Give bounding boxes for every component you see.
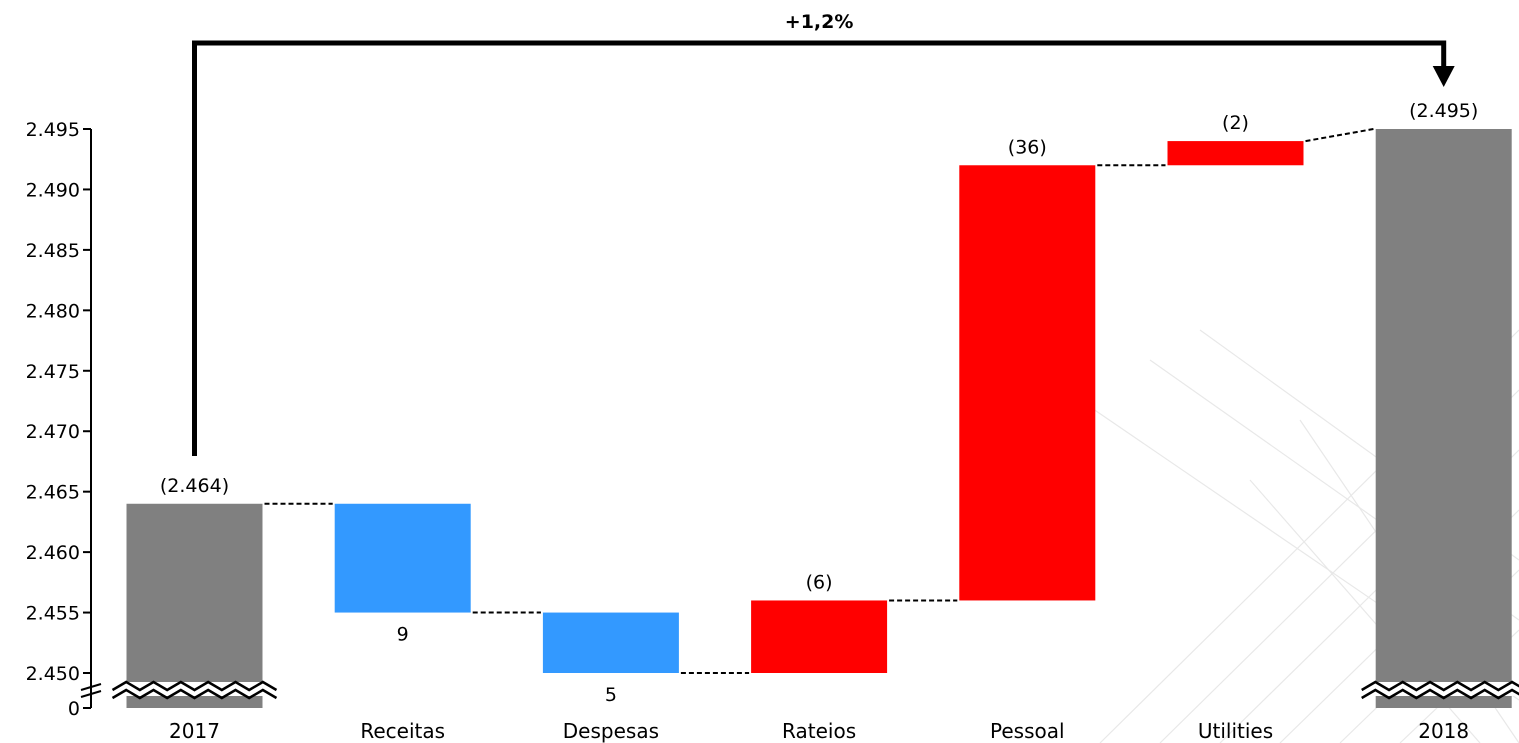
y-tick-label: 2.450: [26, 663, 80, 685]
change-arrowhead: [1432, 66, 1455, 87]
y-tick-label: 0: [68, 698, 80, 720]
y-tick-label: 2.490: [26, 179, 80, 201]
data-label-2018: (2.495): [1409, 100, 1478, 122]
y-tick-label: 2.460: [26, 542, 80, 564]
y-axis: 0 2.450 2.455 2.460 2.465 2.470 2.475 2.480 2.48…: [26, 119, 102, 720]
y-tick-label: 2.465: [26, 482, 80, 504]
data-label-pessoal: (36): [1008, 136, 1047, 158]
axis-break-zigzag: [1361, 688, 1519, 700]
data-label-2017: (2.464): [160, 475, 229, 497]
data-label-utilities: (2): [1222, 112, 1249, 134]
connector-line: [1305, 128, 1374, 143]
x-label-pessoal: Pessoal: [990, 719, 1065, 743]
data-label-receitas: 9: [397, 624, 409, 646]
axis-break-mark: [80, 690, 102, 698]
x-label-receitas: Receitas: [360, 719, 445, 743]
change-annotation: +1,2%: [192, 11, 1455, 456]
data-label-despesas: 5: [605, 684, 617, 706]
bar-receitas: [334, 503, 471, 613]
x-label-2017: 2017: [169, 719, 220, 743]
x-label-2018: 2018: [1418, 719, 1469, 743]
y-tick-label: 2.480: [26, 300, 80, 322]
y-tick-label: 2.455: [26, 603, 80, 625]
y-tick-label: 2.495: [26, 119, 80, 141]
bar-2017: [126, 503, 263, 708]
change-label: +1,2%: [785, 11, 854, 33]
axis-break-mark: [80, 683, 102, 691]
bar-pessoal: [959, 165, 1096, 601]
x-label-rateios: Rateios: [782, 719, 856, 743]
y-tick-label: 2.485: [26, 240, 80, 262]
change-bracket: [192, 40, 1447, 456]
bars-layer: [111, 129, 1519, 708]
axis-break-zigzag: [1361, 680, 1519, 692]
bar-despesas: [542, 612, 679, 673]
data-label-rateios: (6): [806, 571, 833, 593]
y-tick-label: 2.475: [26, 361, 80, 383]
x-label-utilities: Utilities: [1198, 719, 1273, 743]
bar-utilities: [1167, 141, 1304, 166]
x-axis-labels: 2017 Receitas Despesas Rateios Pessoal Utilit…: [169, 719, 1469, 743]
x-label-despesas: Despesas: [563, 719, 659, 743]
axis-break-zigzag: [111, 688, 278, 700]
bar-2018: [1375, 129, 1512, 708]
y-tick-label: 2.470: [26, 421, 80, 443]
bar-rateios: [751, 600, 888, 673]
data-labels-layer: (2.464) 9 5 (6) (36) (2) (2.495): [160, 100, 1478, 706]
axis-break-zigzag: [111, 680, 278, 692]
connector-layer: [264, 128, 1374, 674]
